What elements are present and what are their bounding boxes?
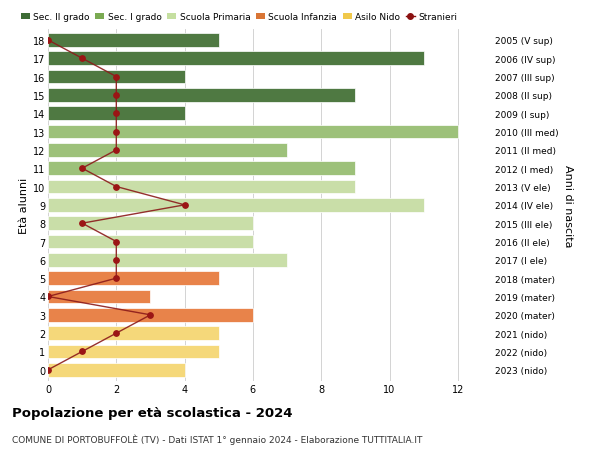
Bar bbox=[48, 125, 458, 139]
Bar bbox=[48, 162, 355, 176]
Point bbox=[112, 147, 121, 154]
Point bbox=[77, 165, 87, 173]
Point bbox=[43, 293, 53, 301]
Point bbox=[43, 37, 53, 45]
Text: Popolazione per età scolastica - 2024: Popolazione per età scolastica - 2024 bbox=[12, 406, 293, 419]
Bar bbox=[48, 199, 424, 212]
Point bbox=[146, 312, 155, 319]
Text: COMUNE DI PORTOBUFFOLÈ (TV) - Dati ISTAT 1° gennaio 2024 - Elaborazione TUTTITAL: COMUNE DI PORTOBUFFOLÈ (TV) - Dati ISTAT… bbox=[12, 434, 422, 444]
Point bbox=[112, 275, 121, 282]
Bar bbox=[48, 71, 185, 84]
Point bbox=[77, 56, 87, 63]
Bar bbox=[48, 253, 287, 267]
Point bbox=[43, 366, 53, 374]
Bar bbox=[48, 180, 355, 194]
Point bbox=[112, 238, 121, 246]
Bar bbox=[48, 144, 287, 157]
Point bbox=[112, 129, 121, 136]
Point bbox=[112, 257, 121, 264]
Legend: Sec. II grado, Sec. I grado, Scuola Primaria, Scuola Infanzia, Asilo Nido, Stran: Sec. II grado, Sec. I grado, Scuola Prim… bbox=[20, 13, 457, 22]
Y-axis label: Età alunni: Età alunni bbox=[19, 177, 29, 234]
Point bbox=[112, 92, 121, 99]
Bar bbox=[48, 89, 355, 102]
Point bbox=[77, 220, 87, 227]
Point bbox=[77, 348, 87, 355]
Bar bbox=[48, 52, 424, 66]
Bar bbox=[48, 290, 151, 304]
Bar bbox=[48, 272, 219, 285]
Bar bbox=[48, 34, 219, 48]
Point bbox=[112, 110, 121, 118]
Point bbox=[180, 202, 190, 209]
Bar bbox=[48, 217, 253, 230]
Bar bbox=[48, 326, 219, 340]
Bar bbox=[48, 363, 185, 377]
Point bbox=[112, 74, 121, 81]
Y-axis label: Anni di nascita: Anni di nascita bbox=[563, 164, 572, 246]
Bar bbox=[48, 345, 219, 358]
Bar bbox=[48, 107, 185, 121]
Point bbox=[112, 330, 121, 337]
Bar bbox=[48, 308, 253, 322]
Bar bbox=[48, 235, 253, 249]
Point bbox=[112, 184, 121, 191]
